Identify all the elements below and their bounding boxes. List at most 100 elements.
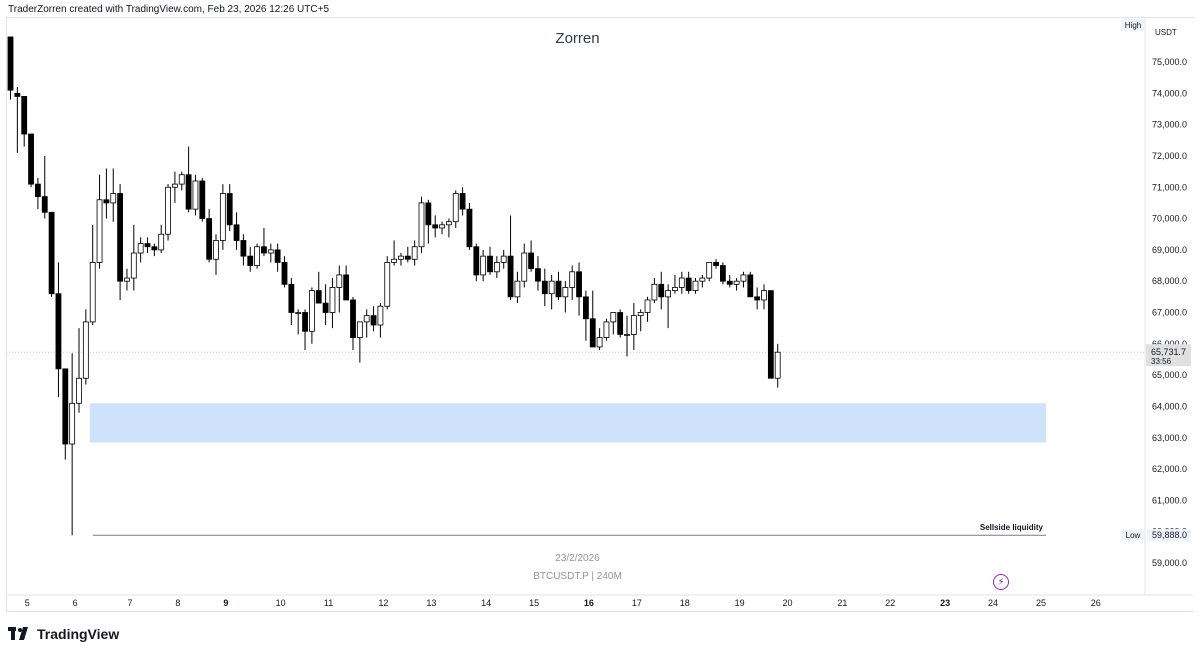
candle (774, 343, 781, 388)
time-tick-label: 8 (175, 598, 180, 608)
candle (206, 209, 213, 263)
candle-body-down (350, 299, 356, 338)
candle (356, 321, 363, 363)
candle (754, 287, 761, 310)
candle-body-up (124, 277, 130, 282)
labels-layer: USDT High Low 59,888.0 65,731.733:56 (1121, 19, 1191, 542)
candle (213, 234, 219, 275)
candle (439, 221, 445, 235)
watermark-date: 23/2/2026 (555, 553, 600, 564)
time-tick-label: 16 (584, 598, 594, 608)
candle (713, 259, 719, 269)
candle-body-down (240, 240, 247, 257)
candle-body-up (500, 255, 507, 263)
time-tick-label: 5 (25, 598, 30, 608)
candle-body-down (466, 208, 473, 248)
candle-body-up (548, 280, 555, 295)
candle-body-down (288, 283, 295, 313)
candle-body-down (459, 193, 466, 210)
watermark-interval: 240M (596, 571, 622, 582)
candle (617, 309, 624, 338)
candle-body-down (487, 255, 493, 273)
candle (391, 240, 398, 266)
candle (103, 168, 110, 219)
candle-body-up (630, 315, 637, 335)
candle-body-up (192, 180, 199, 210)
candle-body-down (206, 218, 213, 260)
candle (55, 262, 62, 398)
candle-body-down (302, 312, 308, 332)
candle (706, 261, 713, 282)
candle-body-down (507, 255, 514, 298)
candle-body-up (521, 252, 528, 282)
candle-body-up (295, 312, 302, 314)
candle (322, 284, 329, 326)
candle-body-up (69, 402, 76, 445)
candle (370, 306, 377, 332)
candle-body-down (589, 318, 596, 348)
time-tick-label: 23 (940, 598, 950, 608)
candle-body-down (55, 293, 62, 370)
candle (240, 234, 247, 266)
candle-body-down (754, 296, 761, 301)
price-tick-label: 67,000.0 (1152, 308, 1187, 318)
candle-body-up (158, 233, 165, 251)
time-tick-label: 17 (632, 598, 642, 608)
candle (555, 271, 562, 300)
candle-body-down (404, 255, 411, 260)
price-tick-label: 62,000.0 (1152, 464, 1187, 474)
candle (473, 243, 480, 282)
candle (308, 287, 315, 344)
candle (89, 224, 96, 326)
candle-body-up (651, 283, 658, 301)
candle-body-up (637, 312, 644, 317)
time-tick-label: 7 (127, 598, 132, 608)
candle-body-up (678, 277, 685, 288)
candle-body-up (514, 280, 521, 298)
candle (233, 212, 240, 250)
candle (521, 243, 528, 288)
candle (658, 271, 665, 310)
candle (288, 278, 295, 326)
candle-body-up (336, 274, 343, 288)
candle (493, 256, 500, 279)
lightning-bolt-icon[interactable]: ⚡ (993, 574, 1009, 590)
candle (398, 253, 404, 266)
candle-body-down (274, 249, 281, 263)
candle-body-up (391, 258, 398, 263)
candle-body-down (281, 261, 288, 285)
candle-body-down (14, 92, 21, 97)
candle (425, 199, 432, 244)
sellside-liquidity-label: Sellside liquidity (980, 523, 1044, 532)
candle-body-down (226, 193, 233, 226)
time-tick-label: 24 (988, 598, 998, 608)
candle (336, 265, 343, 313)
candle-body-down (28, 133, 34, 185)
candle (528, 240, 534, 272)
candle-body-down (685, 277, 692, 291)
candle (41, 155, 48, 219)
time-tick-label: 20 (783, 598, 793, 608)
candle-body-down (315, 290, 322, 304)
tradingview-brand[interactable]: TradingView (8, 626, 119, 642)
candle-body-up (610, 312, 617, 323)
candle-body-up (439, 224, 445, 229)
candle-body-down (535, 268, 541, 282)
price-tick-label: 61,000.0 (1152, 495, 1187, 505)
candle (226, 184, 233, 232)
candle (466, 202, 473, 250)
candle (254, 243, 261, 269)
last-price-value: 65,731.7 (1151, 347, 1186, 357)
candle-body-down (541, 280, 548, 295)
candle-body-up (137, 243, 144, 254)
candle (302, 309, 308, 351)
candle-body-up (733, 280, 740, 285)
candle-body-down (658, 283, 665, 298)
currency-label: USDT (1155, 28, 1177, 37)
candle (295, 309, 302, 335)
tradingview-logo-icon (8, 627, 32, 641)
candle (541, 268, 548, 307)
candle-body-up (308, 290, 315, 332)
liquidity-zone (89, 403, 1046, 443)
